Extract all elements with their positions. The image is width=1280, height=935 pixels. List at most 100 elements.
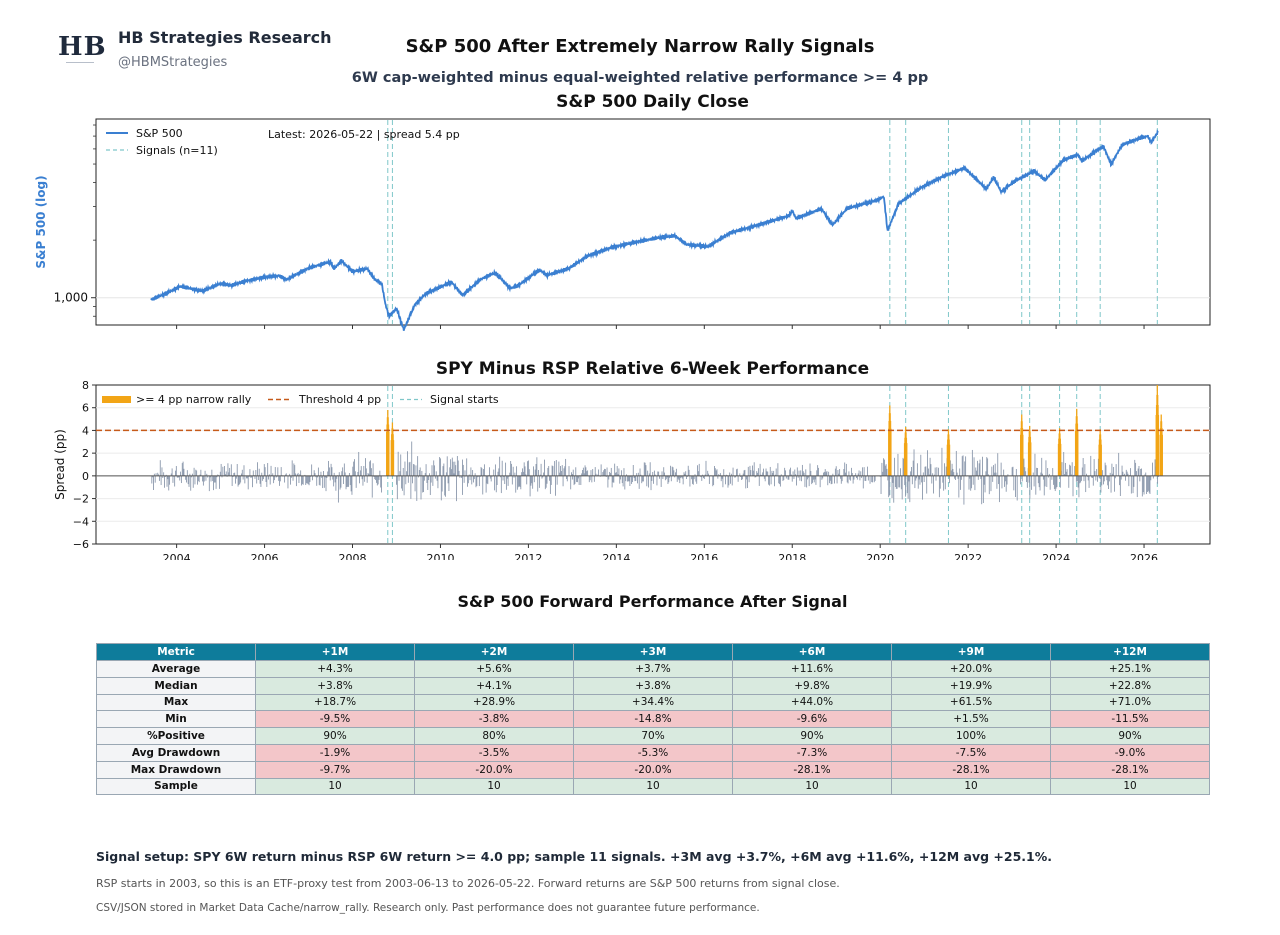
table-row: Median +3.8% +4.1% +3.8% +9.8% +19.9% +22.8% <box>96 676 1210 695</box>
table-column-header: +1M <box>255 643 415 661</box>
table-value-cell: 100% <box>891 727 1051 745</box>
brand-name: HB Strategies Research <box>118 28 332 47</box>
legend-narrow-swatch <box>102 396 131 403</box>
table-value-cell: -3.5% <box>414 743 574 762</box>
table-value-cell: -9.6% <box>732 710 892 729</box>
table-value-cell: +9.8% <box>732 676 892 695</box>
spread-ytick-label: −2 <box>73 493 89 506</box>
table-value-cell: -3.8% <box>414 710 574 729</box>
table-value-cell: +34.4% <box>573 693 733 712</box>
table-value-cell: -20.0% <box>573 760 733 779</box>
table-value-cell: -9.7% <box>255 760 415 779</box>
price-chart-title: S&P 500 Daily Close <box>556 92 749 112</box>
table-value-cell: 10 <box>573 777 733 796</box>
table-value-cell: +28.9% <box>414 693 574 712</box>
table-value-cell: +5.6% <box>414 660 574 678</box>
sp500-price-line <box>150 128 1159 331</box>
spread-xtick-label: 2024 <box>1042 552 1070 560</box>
table-value-cell: 10 <box>1050 777 1210 796</box>
table-metric-cell: Sample <box>96 777 256 796</box>
spread-xtick-label: 2022 <box>954 552 982 560</box>
table-value-cell: 80% <box>414 727 574 745</box>
disclaimer-note: CSV/JSON stored in Market Data Cache/nar… <box>96 902 760 914</box>
spread-ytick-label: 2 <box>82 447 89 460</box>
spread-ytick-label: 4 <box>82 424 89 437</box>
spread-xtick-label: 2026 <box>1130 552 1158 560</box>
table-column-header: +3M <box>573 643 733 661</box>
spread-plot-frame <box>95 384 1211 545</box>
table-value-cell: +44.0% <box>732 693 892 712</box>
table-value-cell: 10 <box>255 777 415 796</box>
table-column-header: +6M <box>732 643 892 661</box>
table-value-cell: -28.1% <box>891 760 1051 779</box>
table-value-cell: -28.1% <box>732 760 892 779</box>
legend-price-label: S&P 500 <box>136 127 183 140</box>
table-value-cell: -28.1% <box>1050 760 1210 779</box>
charts-canvas: 1,000 S&P 500 (log) S&P 500 Signals (n=11) L… <box>34 118 1211 560</box>
table-metric-cell: Max <box>96 693 256 712</box>
table-value-cell: +3.8% <box>255 676 415 695</box>
table-column-header: +9M <box>891 643 1051 661</box>
table-value-cell: +25.1% <box>1050 660 1210 678</box>
price-chart: 1,000 S&P 500 (log) S&P 500 Signals (n=11) L… <box>34 118 1211 331</box>
table-value-cell: -7.5% <box>891 743 1051 762</box>
table-value-cell: +4.1% <box>414 676 574 695</box>
table-metric-cell: Max Drawdown <box>96 760 256 779</box>
spread-ytick-label: 8 <box>82 379 89 392</box>
spread-xtick-label: 2006 <box>251 552 279 560</box>
table-title: S&P 500 Forward Performance After Signal <box>457 592 848 611</box>
table-metric-cell: %Positive <box>96 727 256 745</box>
table-row: Max Drawdown -9.7% -20.0% -20.0% -28.1% -28.1… <box>96 760 1210 779</box>
table-value-cell: +1.5% <box>891 710 1051 729</box>
legend-narrow-label: >= 4 pp narrow rally <box>136 393 252 406</box>
table-value-cell: -7.3% <box>732 743 892 762</box>
table-value-cell: -9.0% <box>1050 743 1210 762</box>
table-row: Avg Drawdown -1.9% -3.5% -5.3% -7.3% -7.5% -9.… <box>96 743 1210 762</box>
table-metric-cell: Average <box>96 660 256 678</box>
methodology-note: RSP starts in 2003, so this is an ETF-pr… <box>96 877 840 890</box>
spread-ytick-label: 0 <box>82 470 89 483</box>
table-column-header: Metric <box>96 643 256 661</box>
brand-logo: HB <box>58 32 107 62</box>
table-value-cell: +22.8% <box>1050 676 1210 695</box>
brand-handle: @HBMStrategies <box>118 55 228 70</box>
legend-signal-label: Signals (n=11) <box>136 144 218 157</box>
table-row: Min -9.5% -3.8% -14.8% -9.6% +1.5% -11.5% <box>96 710 1210 729</box>
table-value-cell: +71.0% <box>1050 693 1210 712</box>
table-metric-cell: Min <box>96 710 256 729</box>
spread-xtick-label: 2014 <box>602 552 630 560</box>
legend-signal-start-label: Signal starts <box>430 393 499 406</box>
table-value-cell: -14.8% <box>573 710 733 729</box>
table-header-row: Metric +1M +2M +3M +6M +9M +12M <box>96 643 1210 661</box>
spread-xtick-label: 2008 <box>339 552 367 560</box>
table-value-cell: 90% <box>255 727 415 745</box>
legend-threshold-label: Threshold 4 pp <box>298 393 381 406</box>
page-subtitle: 6W cap-weighted minus equal-weighted rel… <box>351 70 929 86</box>
table-value-cell: -20.0% <box>414 760 574 779</box>
table-row: Max +18.7% +28.9% +34.4% +44.0% +61.5% +71.0% <box>96 693 1210 712</box>
table-value-cell: 10 <box>414 777 574 796</box>
price-ytick-label: 1,000 <box>54 291 88 305</box>
table-column-header: +2M <box>414 643 574 661</box>
spread-xtick-label: 2012 <box>514 552 542 560</box>
price-plot-frame <box>95 118 1211 326</box>
spread-ytick-label: 6 <box>82 402 89 415</box>
latest-annotation: Latest: 2026-05-22 | spread 5.4 pp <box>268 128 460 141</box>
spread-ytick-label: −4 <box>73 515 89 528</box>
spread-ylabel: Spread (pp) <box>53 429 67 500</box>
table-value-cell: +61.5% <box>891 693 1051 712</box>
table-value-cell: +3.7% <box>573 660 733 678</box>
table-value-cell: +4.3% <box>255 660 415 678</box>
table-metric-cell: Median <box>96 676 256 695</box>
table-value-cell: 70% <box>573 727 733 745</box>
table-metric-cell: Avg Drawdown <box>96 743 256 762</box>
signal-setup-note: Signal setup: SPY 6W return minus RSP 6W… <box>96 849 1053 864</box>
spread-xtick-label: 2016 <box>690 552 718 560</box>
table-value-cell: +19.9% <box>891 676 1051 695</box>
table-value-cell: 10 <box>891 777 1051 796</box>
spread-xtick-label: 2010 <box>426 552 454 560</box>
spread-xtick-label: 2004 <box>163 552 191 560</box>
forward-performance-table: Metric +1M +2M +3M +6M +9M +12M Average +4.3% +5… <box>96 643 1210 796</box>
table-value-cell: -9.5% <box>255 710 415 729</box>
logo-underline <box>66 62 94 63</box>
